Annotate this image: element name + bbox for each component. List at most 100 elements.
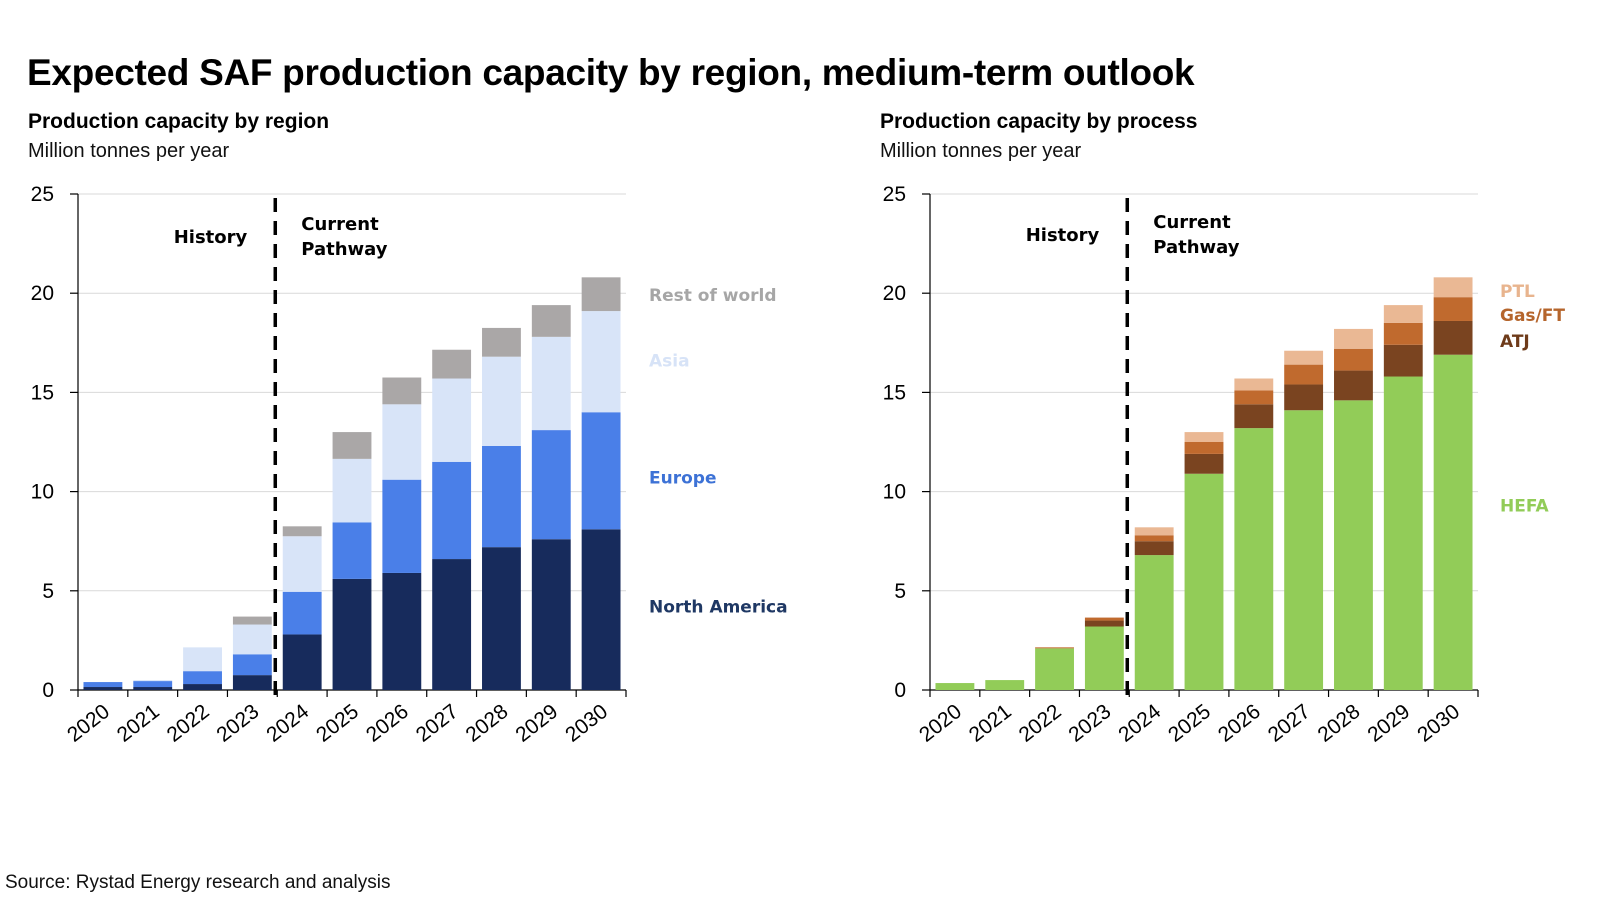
process-ytick-label: 10 [883,481,906,504]
process-bar-atj-2026 [1234,404,1274,429]
region-xtick-label: 2029 [511,700,562,747]
process-bar-ptl-2030 [1433,277,1473,298]
process-xtick-label: 2021 [965,700,1016,747]
source-note: Source: Rystad Energy research and analy… [5,872,391,893]
region-xtick-label: 2024 [262,700,313,747]
process-bar-hefa-2024 [1134,555,1174,690]
region-bar-asia-2027 [432,378,472,462]
process-xtick-label: 2020 [915,700,966,747]
process-bar-gas-ft-2028 [1334,348,1373,371]
process-history-label: History [1026,225,1100,246]
region-bar-asia-2021 [133,680,173,682]
process-bar-gas-ft-2024 [1134,535,1174,542]
process-xtick-label: 2026 [1214,700,1265,747]
process-xtick-label: 2028 [1314,700,1365,747]
process-bar-hefa-2027 [1284,410,1324,690]
process-bar-hefa-2030 [1433,354,1473,690]
process-ytick-label: 15 [883,381,906,404]
region-bar-north-america-2023 [232,675,272,690]
process-bar-ptl-2024 [1134,527,1174,536]
process-bar-ptl-2029 [1383,305,1423,323]
region-bar-rest-of-world-2027 [432,349,472,379]
process-bar-hefa-2022 [1035,648,1074,690]
region-xtick-label: 2020 [63,700,114,747]
region-bar-europe-2020 [83,682,123,688]
region-bar-rest-of-world-2025 [332,432,372,459]
process-xtick-label: 2023 [1064,700,1115,747]
region-pathway-label-line1: Current [301,214,379,235]
region-bar-asia-2026 [382,404,422,480]
region-bar-asia-2025 [332,458,372,523]
process-chart: 0510152025202020212022202320242025202620… [883,183,1566,747]
process-bar-ptl-2025 [1184,432,1224,442]
process-bar-atj-2027 [1284,384,1324,411]
region-ytick-label: 0 [42,679,54,702]
process-legend-atj: ATJ [1500,332,1530,352]
process-xtick-label: 2022 [1015,700,1066,747]
region-history-label: History [174,227,248,248]
left-chart-title: Production capacity by region [28,110,330,133]
process-pathway-label-line2: Pathway [1153,237,1239,258]
page-title: Expected SAF production capacity by regi… [27,52,1195,93]
right-chart-subtitle: Million tonnes per year [880,140,1082,162]
region-ytick-label: 25 [31,183,54,206]
region-bar-asia-2029 [531,336,571,431]
process-bar-gas-ft-2030 [1433,297,1473,321]
region-bar-north-america-2027 [432,559,472,690]
process-xtick-label: 2030 [1413,700,1464,747]
region-bar-north-america-2029 [531,539,571,690]
region-bar-asia-2023 [232,624,272,655]
region-ytick-label: 5 [42,580,54,603]
process-ytick-label: 20 [883,282,906,305]
process-ytick-label: 25 [883,183,906,206]
region-xtick-label: 2028 [462,700,513,747]
process-bar-atj-2023 [1084,620,1124,627]
region-bar-rest-of-world-2026 [382,377,422,405]
region-bar-north-america-2028 [482,547,521,690]
region-legend-north-america: North America [649,598,788,618]
process-bar-atj-2024 [1134,541,1174,556]
process-bar-ptl-2026 [1234,378,1274,391]
process-bar-gas-ft-2026 [1234,390,1274,405]
process-bar-gas-ft-2029 [1383,322,1423,345]
region-ytick-label: 15 [31,381,54,404]
process-xtick-label: 2027 [1264,700,1315,747]
region-bar-north-america-2022 [183,684,222,690]
region-bar-north-america-2021 [133,687,173,690]
process-bar-gas-ft-2022 [1035,647,1074,649]
region-bar-asia-2030 [581,311,621,413]
process-legend-hefa: HEFA [1500,496,1550,516]
process-bar-hefa-2026 [1234,428,1274,690]
process-bar-hefa-2028 [1334,400,1373,690]
process-legend-ptl: PTL [1500,282,1535,302]
region-bar-europe-2025 [332,522,372,579]
region-xtick-label: 2027 [412,700,463,747]
region-bar-rest-of-world-2023 [232,616,272,625]
region-xtick-label: 2023 [212,700,263,747]
process-pathway-label-line1: Current [1153,212,1231,233]
process-bar-hefa-2029 [1383,376,1423,690]
region-bar-north-america-2030 [581,529,621,690]
region-bar-north-america-2026 [382,572,422,690]
process-bar-gas-ft-2023 [1084,617,1124,621]
region-bar-asia-2022 [183,647,222,672]
region-legend-asia: Asia [649,352,690,372]
region-bar-north-america-2020 [83,687,123,690]
region-ytick-label: 20 [31,282,54,305]
region-bar-europe-2026 [382,479,422,573]
region-bar-europe-2021 [133,681,173,688]
left-chart-subtitle: Million tonnes per year [28,140,230,162]
process-legend-gas-ft: Gas/FT [1500,306,1565,326]
region-bar-europe-2022 [183,671,222,685]
process-bar-gas-ft-2027 [1284,364,1324,385]
region-bar-europe-2029 [531,430,571,540]
region-bar-north-america-2024 [282,634,322,690]
region-bar-europe-2027 [432,461,472,560]
region-xtick-label: 2021 [113,700,164,747]
process-bar-gas-ft-2025 [1184,442,1224,454]
region-bar-europe-2030 [581,412,621,530]
region-legend-rest-of-world: Rest of world [649,286,777,306]
process-bar-hefa-2021 [985,680,1025,690]
region-xtick-label: 2030 [561,700,612,747]
region-pathway-label-line2: Pathway [301,239,387,260]
